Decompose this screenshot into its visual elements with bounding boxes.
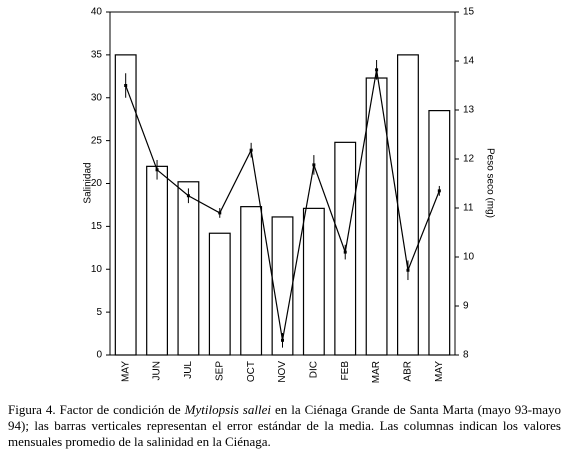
point	[218, 211, 222, 215]
bar	[146, 165, 168, 356]
point	[186, 194, 190, 198]
caption: Figura 4. Factor de condición de Mytilop…	[8, 402, 561, 450]
x-tick-label: JUN	[152, 361, 163, 380]
y-tick-label: 35	[91, 50, 103, 61]
y2-tick-label: 10	[463, 252, 475, 263]
x-tick-label: ABR	[403, 361, 414, 382]
x-tick-label: MAY	[120, 361, 131, 382]
y-tick-label: 20	[91, 178, 103, 189]
point	[249, 148, 253, 152]
bar	[397, 54, 419, 356]
point	[281, 338, 284, 342]
point	[437, 189, 441, 193]
point	[343, 250, 347, 254]
y-tick-label: 10	[91, 264, 103, 275]
y2-tick-label: 12	[463, 154, 475, 165]
bar	[240, 206, 263, 356]
caption-text: en la Ciénaga Grande de Santa Marta (may…	[8, 402, 561, 449]
x-tick-label: MAR	[371, 361, 382, 383]
x-tick-label: SEP	[214, 361, 225, 381]
y-tick-label: 25	[91, 135, 103, 146]
y-tick-label: 40	[91, 7, 103, 18]
x-tick-label: DIC	[309, 361, 320, 378]
bar	[428, 110, 451, 356]
bar	[177, 181, 200, 356]
y2-tick-label: 11	[463, 203, 474, 214]
point	[124, 84, 128, 87]
x-tick-label: MAY	[434, 361, 445, 382]
x-tick-label: NOV	[277, 361, 288, 383]
y2-tick-label: 13	[463, 105, 475, 116]
y2-axis-label: Peso seco (mg)	[484, 148, 495, 218]
bar	[114, 54, 137, 356]
y2-tick-label: 15	[463, 7, 475, 18]
x-tick-label: OCT	[246, 361, 257, 382]
x-tick-label: FEB	[340, 361, 351, 381]
caption-text: Figura 4. Factor de condición de	[8, 402, 185, 417]
caption-species: Mytilopsis sallei	[184, 402, 271, 417]
bar	[302, 207, 325, 356]
y2-tick-label: 9	[463, 301, 469, 312]
bar	[271, 216, 294, 356]
point	[375, 68, 379, 72]
y-tick-label: 5	[96, 307, 102, 318]
bar	[208, 232, 231, 356]
x-tick-label: JUL	[183, 361, 194, 379]
y2-tick-label: 14	[463, 56, 475, 67]
y-tick-label: 30	[91, 92, 103, 103]
y-axis-label: Salinidad	[83, 162, 94, 203]
chart: Salinidad Peso seco (mg) 0 5 10 15 20 25 30 35 4…	[83, 7, 496, 384]
point	[312, 163, 316, 167]
y2-tick-label: 8	[463, 350, 469, 361]
point	[155, 168, 159, 172]
point	[406, 268, 410, 272]
y-tick-label: 0	[96, 350, 102, 361]
y-tick-label: 15	[91, 221, 103, 232]
